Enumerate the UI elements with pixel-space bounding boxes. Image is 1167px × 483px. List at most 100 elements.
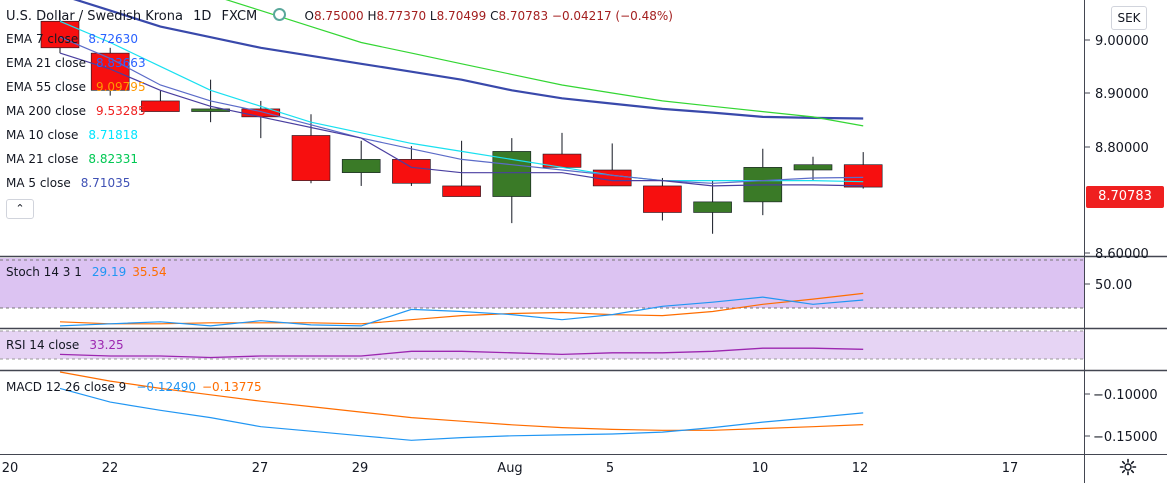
date-tick-label: 27 xyxy=(252,461,269,476)
stoch-k-line xyxy=(59,296,864,327)
legend-label: MA 10 close xyxy=(6,128,79,142)
price-pane-bg xyxy=(0,0,1084,255)
stoch-pane[interactable] xyxy=(0,258,1084,327)
legend-value: 8.71818 xyxy=(88,128,138,142)
date-tick-label: 10 xyxy=(752,461,769,476)
rsi-value: 33.25 xyxy=(89,338,124,352)
legend-ma21[interactable]: MA 21 close 8.82331 xyxy=(6,152,138,166)
price-tick-label: 8.60000 xyxy=(1095,247,1149,262)
legend-collapse-button[interactable]: ⌃ xyxy=(6,199,34,219)
legend-value: 9.09795 xyxy=(95,80,146,94)
macd-signal-line xyxy=(59,371,864,431)
close-label: C xyxy=(490,9,499,23)
rsi-line-layer xyxy=(59,347,864,359)
legend-label: EMA 21 close xyxy=(6,56,86,70)
legend-ema7[interactable]: EMA 7 close 8.72630 xyxy=(6,32,138,46)
low-value: 8.70499 xyxy=(436,9,487,23)
macd-line xyxy=(59,387,864,441)
date-tick-label: 17 xyxy=(1002,461,1019,476)
candle-up[interactable] xyxy=(693,201,732,213)
last-price-tag: 8.70783 xyxy=(1086,186,1164,208)
legend-value: 8.83663 xyxy=(95,56,146,70)
legend-value: 8.82331 xyxy=(88,152,138,166)
ema21-line xyxy=(73,0,864,120)
candle-down[interactable] xyxy=(291,135,331,181)
macd-tick-label: −0.10000 xyxy=(1093,388,1158,403)
stoch-tick-label: 50.00 xyxy=(1095,278,1132,293)
time-axis[interactable]: 20 22 27 29 Aug 5 10 12 17 xyxy=(2,461,1019,476)
legend-ema21[interactable]: EMA 21 close 8.83663 xyxy=(6,56,146,70)
symbol-name[interactable]: U.S. Dollar / Swedish Krona xyxy=(6,9,183,24)
date-tick-label: 5 xyxy=(606,461,614,476)
ema7-line xyxy=(59,36,864,184)
legend-label: MACD 12 26 close 9 xyxy=(6,380,127,394)
legend-ma5[interactable]: MA 5 close 8.71035 xyxy=(6,176,130,190)
legend-label: MA 5 close xyxy=(6,176,71,190)
symbol-header[interactable]: U.S. Dollar / Swedish Krona 1D FXCM O8.7… xyxy=(6,8,673,24)
candle-down[interactable] xyxy=(392,159,431,184)
change-value: −0.04217 (−0.48%) xyxy=(551,9,673,23)
currency-badge[interactable]: SEK xyxy=(1111,6,1147,30)
legend-label: MA 21 close xyxy=(6,152,79,166)
open-value: 8.75000 xyxy=(313,9,364,23)
legend-label: RSI 14 close xyxy=(6,338,80,352)
macd-lines-layer xyxy=(59,371,864,441)
legend-ema55[interactable]: EMA 55 close 9.09795 xyxy=(6,80,146,94)
gear-icon[interactable] xyxy=(1118,457,1138,477)
candle-down[interactable] xyxy=(141,100,180,112)
macd-pane[interactable] xyxy=(59,371,864,441)
candle-down[interactable] xyxy=(40,20,80,49)
candle-down[interactable] xyxy=(843,164,883,188)
legend-label: EMA 7 close xyxy=(6,32,79,46)
date-tick-label: Aug xyxy=(497,461,522,476)
interval-label[interactable]: 1D xyxy=(193,9,212,24)
macd-signal-value: −0.13775 xyxy=(202,380,262,394)
stoch-d-value: 35.54 xyxy=(132,265,167,279)
chevron-up-icon: ⌃ xyxy=(15,202,25,215)
date-tick-label: 12 xyxy=(852,461,869,476)
exchange-label: FXCM xyxy=(221,9,258,24)
legend-macd[interactable]: MACD 12 26 close 9 −0.12490 −0.13775 xyxy=(6,380,262,394)
legend-rsi[interactable]: RSI 14 close 33.25 xyxy=(6,338,124,352)
low-label: L xyxy=(429,9,437,23)
open-label: O xyxy=(304,9,314,23)
candles-layer xyxy=(40,10,883,234)
legend-stoch[interactable]: Stoch 14 3 1 29.19 35.54 xyxy=(6,265,167,279)
candle-up[interactable] xyxy=(793,164,833,171)
rsi-line xyxy=(59,347,864,359)
legend-value: 9.53285 xyxy=(96,104,146,118)
ohlc-readout: O8.75000 H8.77370 L8.70499 C8.70783 −0.0… xyxy=(305,9,673,23)
stoch-d-line xyxy=(59,292,864,325)
date-tick-label: 22 xyxy=(102,461,119,476)
candle-up[interactable] xyxy=(492,151,532,197)
macd-tick-label: −0.15000 xyxy=(1093,430,1158,445)
price-tick-label: 9.00000 xyxy=(1095,34,1149,49)
price-pane[interactable] xyxy=(0,0,1084,255)
ma10-line xyxy=(59,20,864,183)
price-axis[interactable]: 9.00000 8.90000 8.80000 8.60000 50.00 −0… xyxy=(1085,34,1158,445)
price-tick-label: 8.80000 xyxy=(1095,141,1149,156)
rsi-band xyxy=(0,331,1084,359)
stoch-band xyxy=(0,258,1084,308)
market-status-icon xyxy=(273,8,287,21)
candle-down[interactable] xyxy=(643,185,682,213)
legend-ma200[interactable]: MA 200 close 9.53285 xyxy=(6,104,146,118)
ma21-line xyxy=(225,0,864,127)
legend-label: EMA 55 close xyxy=(6,80,86,94)
date-tick-label: 29 xyxy=(352,461,369,476)
legend-label: MA 200 close xyxy=(6,104,87,118)
moving-averages-layer xyxy=(59,0,864,187)
legend-ma10[interactable]: MA 10 close 8.71818 xyxy=(6,128,138,142)
candle-down[interactable] xyxy=(90,52,130,91)
rsi-pane[interactable] xyxy=(0,330,1084,360)
stoch-k-value: 29.19 xyxy=(91,265,127,279)
legend-label: Stoch 14 3 1 xyxy=(6,265,82,279)
date-tick-label: 20 xyxy=(2,461,19,476)
legend-value: 8.71035 xyxy=(80,176,131,190)
candle-up[interactable] xyxy=(341,159,381,173)
candle-down[interactable] xyxy=(442,185,481,197)
ma5-line xyxy=(59,52,864,187)
close-value: 8.70783 xyxy=(498,9,549,23)
high-value: 8.77370 xyxy=(376,9,427,23)
